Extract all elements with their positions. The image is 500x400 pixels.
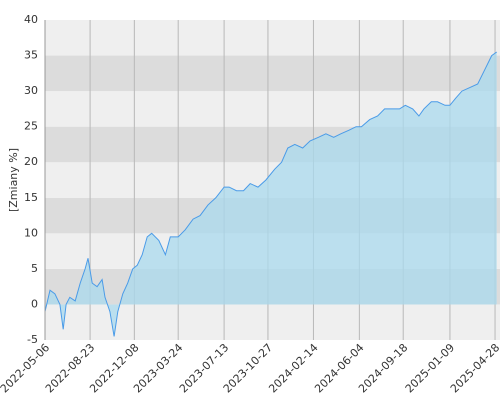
y-tick-label: 25 [24,120,38,133]
y-axis-label: [Zmiany %] [7,148,20,212]
area [45,52,497,337]
y-tick-label: 30 [24,84,38,97]
y-tick-label: -5 [27,333,38,346]
band [45,20,500,56]
y-tick-label: 40 [24,13,38,26]
band [45,304,500,340]
band [45,55,500,92]
y-tick-label: 35 [24,49,38,62]
y-tick-label: 20 [24,155,38,168]
line [44,51,497,337]
y-tick-label: 0 [31,297,38,310]
y-tick-label: 10 [24,226,38,239]
y-tick-label: 5 [31,262,38,275]
y-tick-label: 15 [24,191,38,204]
